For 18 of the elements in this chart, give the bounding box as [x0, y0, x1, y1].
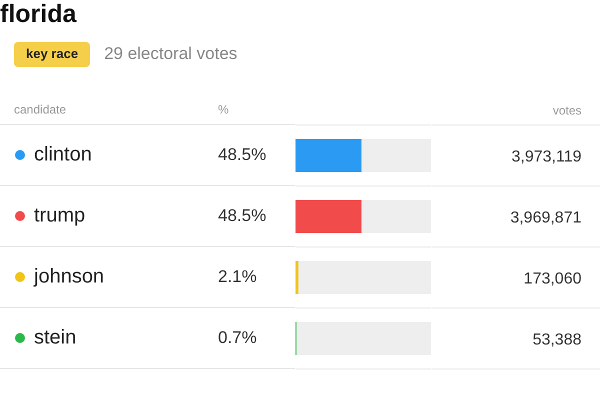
data-label: 2.1%	[218, 266, 257, 288]
data-label: 0.7%	[218, 326, 257, 349]
text: 3,969,871	[510, 210, 582, 226]
chart-subtitle: 29 electoral votes	[104, 43, 238, 66]
y-tick-label: clinton	[34, 142, 92, 168]
text: key race	[14, 42, 90, 67]
text: %	[218, 101, 229, 118]
text: candidate	[14, 101, 66, 118]
text: 173,060	[524, 270, 582, 288]
y-tick-label: trump	[34, 204, 86, 229]
text: votes	[552, 104, 582, 118]
text: florida	[0, 0, 78, 28]
text: 53,388	[532, 332, 582, 348]
text: 3,973,119	[512, 148, 582, 166]
y-tick-label: stein	[34, 326, 76, 351]
data-label: 48.5%	[218, 204, 266, 227]
data-label: 48.5%	[218, 144, 266, 166]
y-tick-label: johnson	[34, 264, 104, 290]
